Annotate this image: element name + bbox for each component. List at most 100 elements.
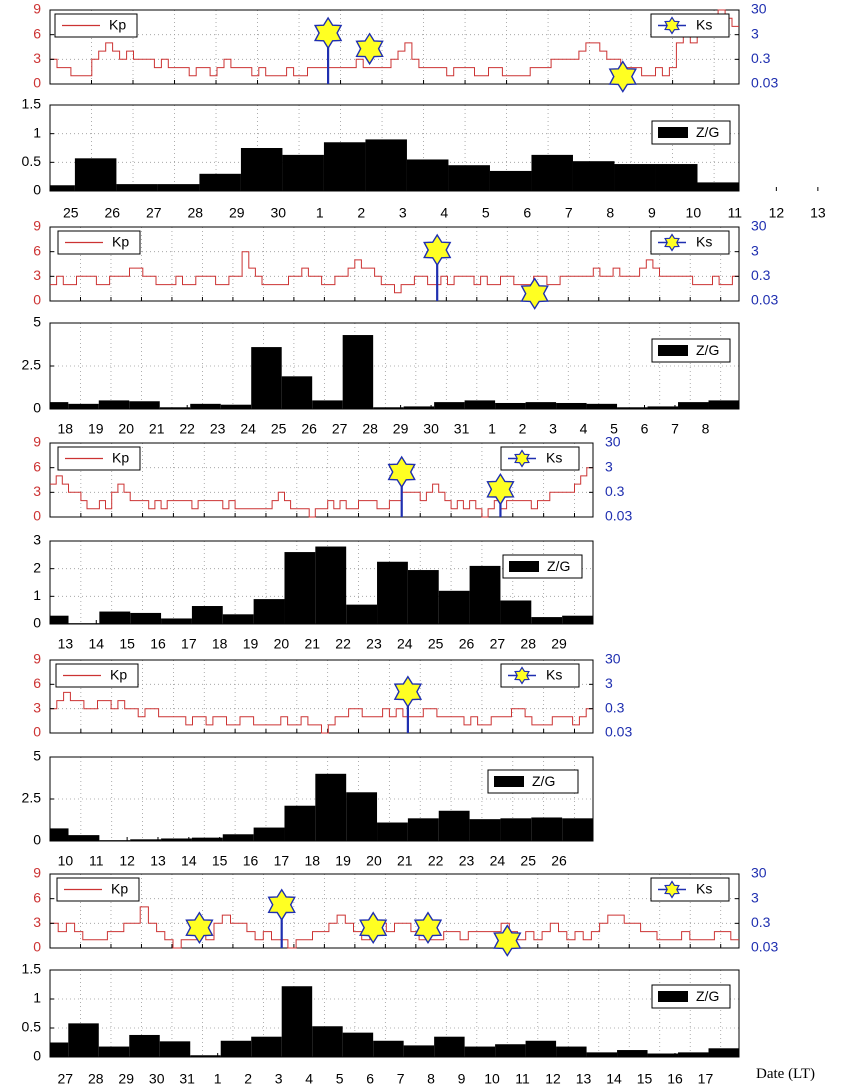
date-tick-label: 16 [667, 1071, 683, 1087]
date-tick-label: 17 [274, 853, 290, 869]
ks-star-marker [387, 455, 416, 489]
zg-bar [99, 611, 131, 624]
date-tick-label: 25 [520, 853, 536, 869]
date-tick-label: 3 [549, 421, 557, 437]
date-tick-label: 31 [454, 421, 470, 437]
ks-star-marker [423, 233, 452, 267]
zg-bar [464, 1046, 496, 1057]
zg-bar [222, 614, 254, 624]
zg-bar [68, 403, 99, 409]
zg-bar [614, 164, 656, 191]
zg-bar [253, 599, 285, 624]
zg-y-tick-label: 1 [33, 990, 41, 1006]
zg-bar [525, 1040, 557, 1057]
zg-bar [190, 1055, 221, 1057]
zg-panel-frame [49, 540, 594, 625]
date-tick-label: 8 [606, 205, 614, 221]
date-tick-label: 24 [490, 853, 506, 869]
zg-bar [617, 407, 648, 409]
date-tick-label: 14 [88, 636, 104, 652]
zg-legend-label: Z/G [696, 988, 719, 1004]
zg-bar [403, 406, 435, 409]
zg-legend-box [651, 984, 731, 1009]
zg-y-tick-label: 1 [33, 587, 41, 603]
zg-y-tick-label: 0 [33, 1048, 41, 1064]
ks-y-tick-label: 3 [605, 675, 613, 691]
date-tick-label: 18 [304, 853, 320, 869]
ks-y-tick-label: 30 [751, 1, 767, 17]
kp-legend-label: Kp [112, 234, 129, 250]
date-tick-label: 3 [275, 1071, 283, 1087]
date-tick-label: 19 [243, 636, 259, 652]
zg-bar [220, 1040, 252, 1057]
zg-bar [129, 1034, 160, 1057]
zg-bar [403, 1045, 435, 1057]
ks-star-marker [393, 675, 423, 709]
kp-y-tick-label: 9 [33, 865, 41, 881]
ks-y-tick-label: 30 [751, 218, 767, 234]
zg-bar [407, 818, 439, 841]
zg-bar [284, 805, 316, 841]
zg-y-tick-label: 2.5 [22, 790, 42, 806]
zg-y-tick-label: 0.5 [22, 153, 42, 169]
zg-y-tick-label: 2 [33, 559, 41, 575]
date-tick-label: 24 [240, 421, 256, 437]
date-tick-label: 21 [149, 421, 165, 437]
zg-bar [98, 1046, 130, 1057]
ks-legend-star-icon [514, 666, 530, 685]
zg-bar [50, 1042, 69, 1057]
zg-bar [161, 618, 192, 624]
zg-bar [282, 154, 324, 191]
date-tick-label: 12 [545, 1071, 561, 1087]
date-tick-label: 20 [274, 636, 290, 652]
ks-legend-label: Ks [546, 667, 562, 683]
date-tick-label: 28 [362, 421, 378, 437]
kp-series-line [50, 251, 739, 294]
zg-bar [68, 835, 100, 841]
date-tick-label: 10 [58, 853, 74, 869]
date-tick-label: 18 [212, 636, 228, 652]
kp-y-tick-label: 3 [33, 50, 41, 66]
zg-bar [161, 838, 192, 841]
zg-y-tick-label: 1 [33, 124, 41, 140]
zg-legend-swatch [509, 561, 539, 572]
zg-bar [377, 822, 408, 841]
ks-y-tick-label: 0.3 [751, 914, 771, 930]
zg-bar [708, 1048, 739, 1057]
ks-legend-label: Ks [546, 450, 562, 466]
zg-legend-label: Z/G [547, 558, 570, 574]
zg-bar [586, 1052, 618, 1057]
zg-bar [464, 400, 496, 409]
date-tick-label: 15 [637, 1071, 653, 1087]
date-tick-label: 27 [490, 636, 506, 652]
ks-y-tick-label: 0.3 [751, 267, 771, 283]
zg-legend-box [487, 769, 579, 794]
ks-y-tick-label: 3 [751, 25, 759, 41]
ks-y-tick-label: 0.03 [751, 75, 778, 91]
date-tick-label: 19 [335, 853, 351, 869]
kp-panel-frame [49, 9, 740, 85]
zg-bar [312, 1026, 343, 1057]
zg-legend-label: Z/G [696, 342, 719, 358]
date-tick-label: 5 [610, 421, 618, 437]
zg-bar [572, 161, 615, 191]
kp-legend-label: Kp [111, 881, 128, 897]
zg-bar [617, 1050, 648, 1057]
zg-bar [68, 1023, 99, 1057]
date-tick-label: 23 [459, 853, 475, 869]
zg-bar [98, 400, 130, 409]
date-tick-label: 29 [551, 636, 567, 652]
zg-bar [377, 561, 408, 624]
ks-legend-label: Ks [696, 881, 712, 897]
zg-bar [562, 615, 593, 624]
ks-y-tick-label: 3 [751, 889, 759, 905]
kp-y-tick-label: 0 [33, 508, 41, 524]
zg-bar [438, 590, 470, 624]
zg-bar [525, 402, 557, 409]
date-tick-label: 3 [399, 205, 407, 221]
ks-star-marker [486, 472, 515, 506]
zg-legend-swatch [658, 345, 688, 356]
kp-y-tick-label: 3 [33, 267, 41, 283]
kp-y-tick-label: 0 [33, 939, 41, 955]
zg-bar [407, 570, 439, 624]
